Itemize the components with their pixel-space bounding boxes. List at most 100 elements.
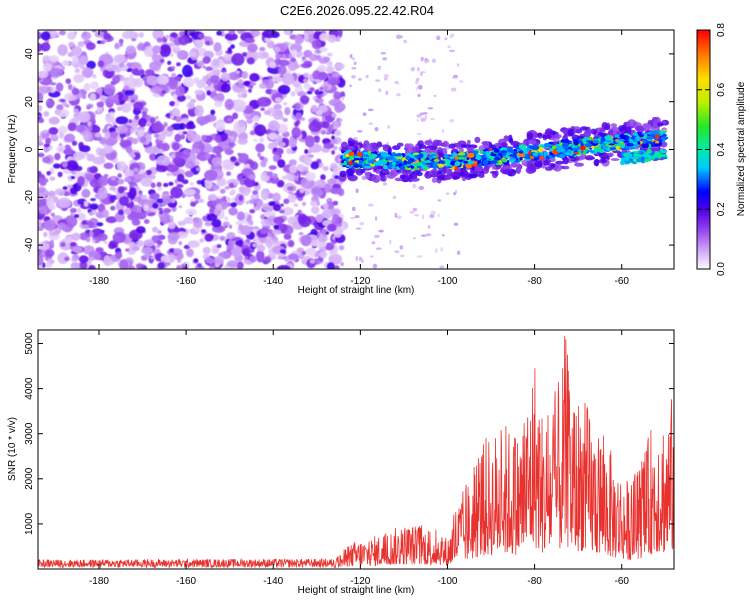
noise-blob [216, 178, 227, 187]
noise-blob [140, 177, 153, 187]
noise-blob [67, 83, 73, 91]
echo-core [391, 166, 396, 169]
noise-blob [312, 70, 320, 80]
colorbar-step [697, 137, 710, 141]
colorbar-step [697, 165, 710, 169]
colorbar-tick-label: 0.8 [716, 23, 727, 37]
noise-blob [70, 207, 77, 214]
echo-core [425, 162, 434, 166]
noise-blob [246, 117, 254, 124]
noise-blob [273, 216, 285, 225]
noise-blob [43, 111, 50, 117]
x-tick-label: -160 [176, 576, 196, 587]
noise-blob [149, 61, 162, 71]
noise-speckle [359, 221, 365, 226]
noise-blob [178, 241, 183, 246]
noise-blob [230, 188, 236, 194]
noise-blob [119, 259, 129, 269]
noise-blob [38, 220, 42, 225]
colorbar-step [697, 257, 710, 260]
echo-branch [659, 150, 667, 154]
echo-core [608, 143, 615, 146]
colorbar-tick-label: 0.2 [716, 202, 727, 216]
echo-core [573, 140, 579, 146]
noise-blob [230, 44, 236, 49]
noise-speckle [420, 56, 424, 62]
noise-speckle [368, 122, 373, 125]
colorbar-step [697, 121, 710, 125]
noise-blob [237, 79, 244, 84]
echo-core [645, 136, 654, 140]
noise-speckle [394, 250, 400, 254]
noise-blob [248, 198, 259, 205]
noise-blob [277, 159, 286, 168]
noise-blob [228, 182, 234, 189]
noise-blob [330, 138, 338, 144]
echo-core [490, 160, 498, 164]
echo-core [559, 153, 565, 159]
noise-blob [143, 239, 155, 247]
noise-blob [265, 237, 274, 248]
noise-blob [138, 190, 143, 195]
colorbar-step [697, 183, 710, 186]
y-tick-label: -20 [24, 190, 35, 205]
colorbar-step [697, 203, 710, 206]
noise-blob [113, 124, 118, 129]
echo-core [662, 136, 669, 140]
colorbar-step [697, 109, 710, 113]
noise-blob [245, 238, 250, 243]
noise-blob [123, 85, 130, 91]
noise-blob [42, 55, 51, 62]
noise-blob [288, 253, 299, 260]
spectrogram-y-label: Frequency (Hz) [7, 115, 18, 184]
noise-blob [184, 261, 190, 267]
colorbar-step [697, 93, 710, 97]
echo-core [423, 160, 432, 163]
echo-core [358, 159, 363, 166]
snr-y-label: SNR (10 * v/v) [7, 417, 18, 481]
noise-blob [92, 74, 97, 79]
colorbar-step [697, 153, 710, 157]
echo-core [551, 145, 557, 150]
noise-blob [38, 114, 42, 118]
noise-speckle [449, 119, 454, 123]
noise-blob [96, 101, 105, 108]
echo-halo [544, 166, 553, 171]
echo-core [576, 146, 581, 150]
noise-blob [264, 36, 272, 43]
noise-blob [169, 36, 175, 42]
noise-blob [319, 33, 330, 42]
echo-branch [641, 156, 645, 162]
echo-halo [501, 142, 508, 148]
noise-blob [214, 100, 223, 108]
echo-core [651, 130, 660, 135]
noise-blob [89, 230, 94, 238]
noise-blob [100, 229, 105, 234]
noise-blob [238, 120, 245, 128]
noise-blob [232, 99, 247, 113]
echo-halo [471, 144, 478, 148]
spectrogram-x-label: Height of straight line (km) [298, 285, 415, 296]
echo-halo [595, 127, 605, 132]
noise-speckle [415, 77, 420, 82]
y-tick-label: 3000 [24, 422, 35, 445]
noise-speckle [439, 265, 445, 269]
noise-blob [173, 50, 179, 54]
noise-speckle [371, 241, 376, 245]
noise-blob [165, 164, 179, 173]
noise-blob [255, 250, 265, 263]
colorbar-step [697, 255, 710, 258]
colorbar-step [697, 167, 710, 171]
echo-halo [474, 165, 484, 173]
noise-blob [130, 204, 142, 213]
echo-core [604, 135, 612, 141]
noise-blob [247, 43, 258, 53]
colorbar-step [697, 63, 710, 67]
echo-core [646, 141, 655, 144]
noise-blob [88, 256, 95, 262]
noise-blob [259, 82, 267, 89]
colorbar-step [697, 143, 710, 147]
noise-blob [186, 133, 201, 143]
noise-blob [104, 132, 111, 138]
colorbar-step [697, 30, 710, 33]
